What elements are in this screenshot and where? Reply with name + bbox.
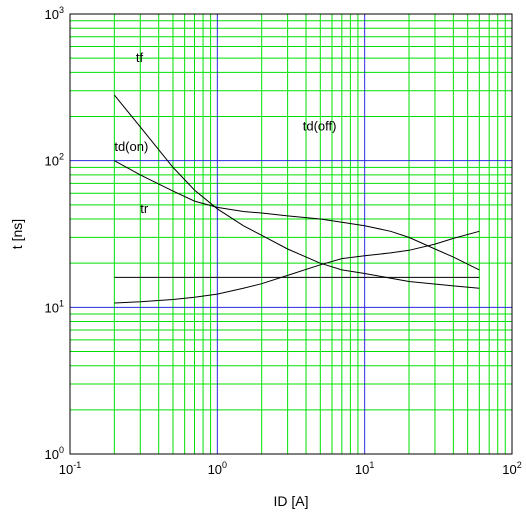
series-line-tr [114, 230, 480, 304]
y-tick-labels: 100 101 102 103 [45, 5, 64, 462]
y-tick-label: 101 [45, 298, 64, 315]
y-tick-label: 103 [45, 5, 64, 22]
minor-grid [70, 14, 512, 454]
plot-frame [69, 13, 513, 455]
x-tick-label: 102 [502, 460, 521, 477]
series-label-td-on: td(on) [114, 139, 148, 154]
x-tick-label: 101 [355, 460, 374, 477]
x-tick-labels: 10-1 100 101 102 [59, 460, 522, 477]
series-label-tr: tr [140, 201, 149, 216]
series-label-td-off: td(off) [303, 119, 337, 134]
y-axis-title: t [ns] [9, 219, 25, 249]
curves [114, 94, 480, 304]
x-tick-label: 10-1 [59, 460, 81, 477]
major-grid [70, 14, 512, 454]
x-axis-title: ID [A] [273, 493, 308, 509]
series-line-td-off [114, 160, 480, 271]
y-tick-label: 100 [45, 445, 64, 462]
series-line-tf [114, 94, 480, 289]
curve-labels: tf td(off) td(on) tr [114, 50, 336, 216]
y-tick-label: 102 [45, 152, 64, 169]
x-tick-label: 100 [208, 460, 227, 477]
series-label-tf: tf [136, 50, 144, 65]
